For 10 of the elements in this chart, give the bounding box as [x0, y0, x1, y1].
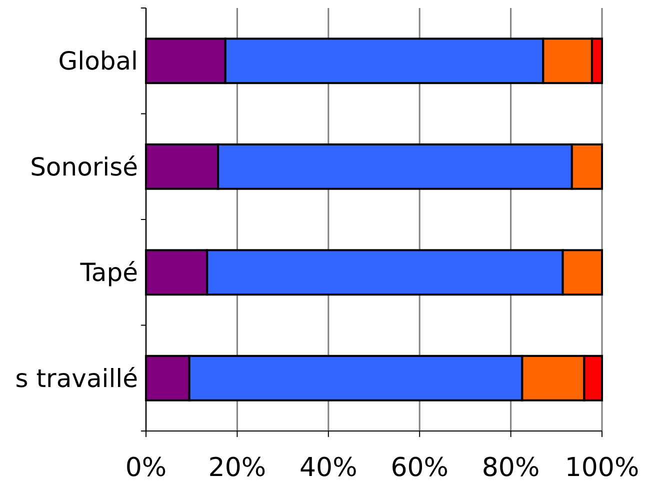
y-tick-label: Sonorisé	[30, 152, 138, 182]
x-tick-label: 80%	[482, 453, 540, 483]
y-tick-label: Global	[58, 46, 138, 76]
x-tick-label: 60%	[390, 453, 448, 483]
y-tick-label: s travaillé	[15, 364, 138, 393]
x-tick-label: 20%	[208, 453, 266, 483]
x-tick-label: 40%	[300, 453, 358, 483]
x-tick-label: 100%	[564, 453, 640, 483]
x-tick-label: 0%	[125, 453, 167, 483]
y-tick-label: Tapé	[79, 258, 138, 288]
